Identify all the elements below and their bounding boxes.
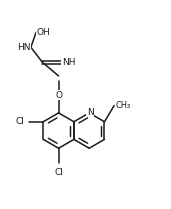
Text: CH₃: CH₃ — [115, 101, 130, 110]
Text: NH: NH — [62, 58, 75, 67]
Text: N: N — [87, 108, 93, 117]
Text: Cl: Cl — [54, 168, 63, 177]
Text: Cl: Cl — [15, 117, 24, 126]
Text: O: O — [55, 91, 62, 100]
Text: HN: HN — [17, 43, 31, 52]
Text: OH: OH — [36, 28, 50, 37]
